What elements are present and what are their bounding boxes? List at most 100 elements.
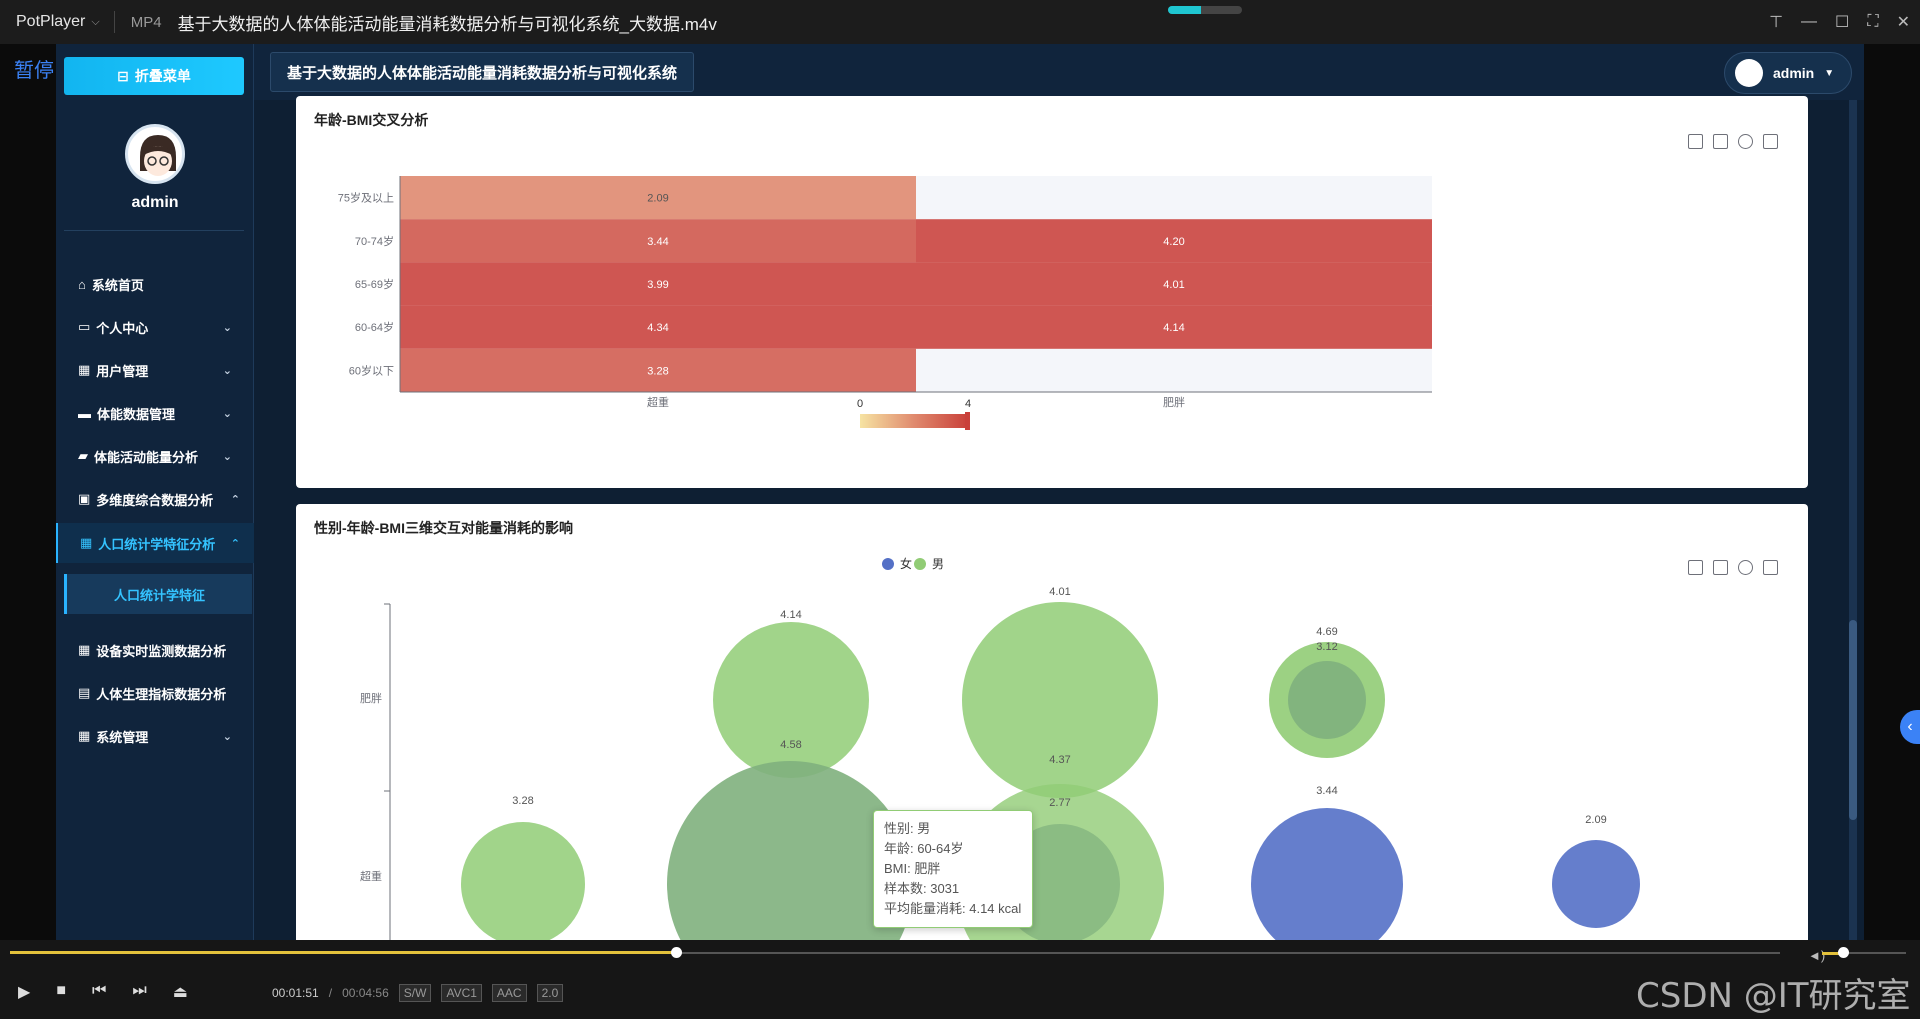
heatmap-cell bbox=[400, 219, 916, 263]
sidebar-item-label: 体能活动能量分析 bbox=[94, 449, 199, 465]
bubble-mark bbox=[461, 822, 585, 940]
legend-label: 男 bbox=[932, 557, 944, 571]
collapse-icon: ⊟ bbox=[117, 67, 129, 84]
pause-status: 暂停 bbox=[14, 58, 54, 82]
heatmap-cell bbox=[916, 219, 1432, 263]
sidebar-item-multidim[interactable]: ▣ 多维度综合数据分析 ⌃ bbox=[56, 479, 254, 519]
ticket-icon: ▬ bbox=[78, 405, 91, 421]
zoom-icon[interactable] bbox=[1688, 134, 1703, 149]
tag-sw[interactable]: S/W bbox=[398, 984, 432, 1002]
data-label: 4.14 bbox=[780, 609, 801, 621]
sidebar-username: admin bbox=[131, 194, 179, 211]
restore-icon[interactable] bbox=[1738, 134, 1753, 149]
sidebar-item-fitness-data[interactable]: ▬ 体能数据管理 ⌄ bbox=[56, 393, 254, 433]
stop-icon[interactable]: ■ bbox=[56, 982, 66, 999]
user-menu[interactable]: admin ▼ bbox=[1724, 52, 1852, 94]
profile-icon: ▭ bbox=[78, 319, 91, 334]
data-label: 2.09 bbox=[647, 193, 668, 205]
y-tick-label: 60-64岁 bbox=[355, 320, 394, 334]
seek-fill bbox=[10, 951, 676, 954]
download-icon[interactable] bbox=[1763, 134, 1778, 149]
avatar bbox=[125, 124, 185, 184]
sidebar-item-label: 系统管理 bbox=[96, 729, 149, 745]
download-icon[interactable] bbox=[1763, 560, 1778, 575]
seek-handle[interactable] bbox=[671, 947, 682, 958]
fullscreen-icon[interactable]: ⛶ bbox=[1867, 13, 1879, 30]
collapse-menu-button[interactable]: ⊟ 折叠菜单 bbox=[64, 57, 244, 95]
data-label: 3.28 bbox=[512, 795, 533, 807]
divider bbox=[64, 230, 244, 231]
sidebar-item-device-monitoring[interactable]: ▦ 设备实时监测数据分析 bbox=[56, 630, 254, 670]
next-icon[interactable]: ⏭ bbox=[132, 982, 147, 999]
previous-icon[interactable]: ⏮ bbox=[91, 982, 107, 999]
submenu-item-demographics[interactable]: 人口统计学特征 bbox=[64, 574, 252, 614]
sidebar-item-users[interactable]: ▦ 用户管理 ⌄ bbox=[56, 350, 254, 390]
data-label: 4.01 bbox=[1049, 586, 1070, 598]
legend-marker bbox=[882, 558, 894, 570]
file-title: 基于大数据的人体体能活动能量消耗数据分析与可视化系统_大数据.m4v bbox=[177, 14, 717, 34]
maximize-icon[interactable]: ☐ bbox=[1835, 14, 1850, 31]
chevron-down-icon: ⌄ bbox=[222, 321, 232, 334]
chevron-down-icon: ⌵ bbox=[91, 15, 100, 28]
volume-handle[interactable] bbox=[1838, 947, 1849, 958]
sidebar-item-physiology[interactable]: ▤ 人体生理指标数据分析 bbox=[56, 673, 254, 713]
zoom-reset-icon[interactable] bbox=[1713, 560, 1728, 575]
data-label: 4.58 bbox=[780, 739, 801, 751]
eject-icon[interactable]: ⏏ bbox=[172, 984, 188, 1001]
tag-audio-codec[interactable]: AAC bbox=[491, 984, 527, 1002]
tag-video-codec[interactable]: AVC1 bbox=[441, 984, 482, 1002]
caret-down-icon: ▼ bbox=[1824, 67, 1835, 79]
avatar bbox=[1735, 59, 1763, 87]
close-icon[interactable]: ✕ bbox=[1896, 14, 1910, 31]
clipboard-icon: ▤ bbox=[78, 685, 91, 700]
data-label: 4.14 bbox=[1163, 322, 1184, 334]
chevron-left-icon[interactable]: ‹ bbox=[1900, 710, 1920, 744]
visual-map-max-label: 4 bbox=[965, 398, 971, 410]
app-menu[interactable]: PotPlayer ⌵ bbox=[0, 13, 114, 31]
y-tick-label: 60岁以下 bbox=[349, 363, 394, 377]
sidebar-item-system[interactable]: ▦ 系统管理 ⌄ bbox=[56, 716, 254, 756]
y-tick-label: 65-69岁 bbox=[355, 277, 394, 291]
buffer-indicator bbox=[1168, 6, 1242, 14]
tooltip-line: 样本数: 3031 bbox=[884, 881, 960, 896]
tag-channels[interactable]: 2.0 bbox=[536, 984, 564, 1002]
legend-marker bbox=[914, 558, 926, 570]
heatmap-chart: 2.09 3.44 3.99 4.34 3.28 4.20 4.01 4.14 60岁以下 60-… bbox=[338, 176, 1432, 430]
x-tick-label: 肥胖 bbox=[1163, 396, 1185, 409]
data-label: 3.99 bbox=[647, 279, 668, 291]
avatar-illustration bbox=[140, 135, 176, 176]
pin-icon[interactable]: ⊤ bbox=[1769, 14, 1784, 31]
play-icon[interactable]: ▶ bbox=[18, 984, 31, 1001]
zoom-reset-icon[interactable] bbox=[1713, 134, 1728, 149]
chevron-up-icon: ⌃ bbox=[230, 537, 240, 550]
sidebar-item-energy-analysis[interactable]: ▰ 体能活动能量分析 ⌄ bbox=[56, 436, 254, 476]
user-name: admin bbox=[1773, 65, 1815, 81]
zoom-icon[interactable] bbox=[1688, 560, 1703, 575]
scrollbar-thumb[interactable] bbox=[1849, 620, 1857, 820]
collapse-label: 折叠菜单 bbox=[134, 68, 191, 84]
video-frame[interactable]: ⊟ 折叠菜单 admin ⌂ 系统首页 ▭ bbox=[56, 44, 1864, 940]
sidebar-item-profile[interactable]: ▭ 个人中心 ⌄ bbox=[56, 307, 254, 347]
chart-tooltip: 性别: 男 年龄: 60-64岁 BMI: 肥胖 样本数: 3031 平均能量消… bbox=[873, 810, 1033, 928]
minimize-icon[interactable]: — bbox=[1801, 13, 1818, 30]
seek-bar[interactable] bbox=[10, 947, 1780, 958]
volume-fill bbox=[1822, 952, 1842, 955]
volume-icon[interactable]: ◄) bbox=[1808, 948, 1826, 963]
restore-icon[interactable] bbox=[1738, 560, 1753, 575]
format-label: MP4 bbox=[130, 13, 162, 31]
sidebar-item-label: 设备实时监测数据分析 bbox=[96, 643, 227, 659]
sidebar-item-demographics[interactable]: ▦ 人口统计学特征分析 ⌃ bbox=[56, 523, 254, 563]
sidebar-item-home[interactable]: ⌂ 系统首页 bbox=[56, 264, 254, 304]
page-scrollbar[interactable] bbox=[1849, 100, 1857, 940]
time-separator: / bbox=[328, 986, 333, 1000]
data-label: 2.77 bbox=[1049, 797, 1070, 809]
heatmap-cell bbox=[916, 262, 1432, 306]
chevron-down-icon: ⌄ bbox=[222, 730, 232, 743]
heatmap-cell bbox=[400, 348, 916, 392]
top-bar: 基于大数据的人体体能活动能量消耗数据分析与可视化系统 admin ▼ bbox=[254, 44, 1864, 100]
heatmap-card: 年龄-BMI交叉分析 2.09 3.44 3.99 4.34 3.28 4.20 4.01 4… bbox=[296, 96, 1808, 488]
home-icon: ⌂ bbox=[78, 276, 86, 292]
volume-slider[interactable] bbox=[1822, 947, 1906, 958]
